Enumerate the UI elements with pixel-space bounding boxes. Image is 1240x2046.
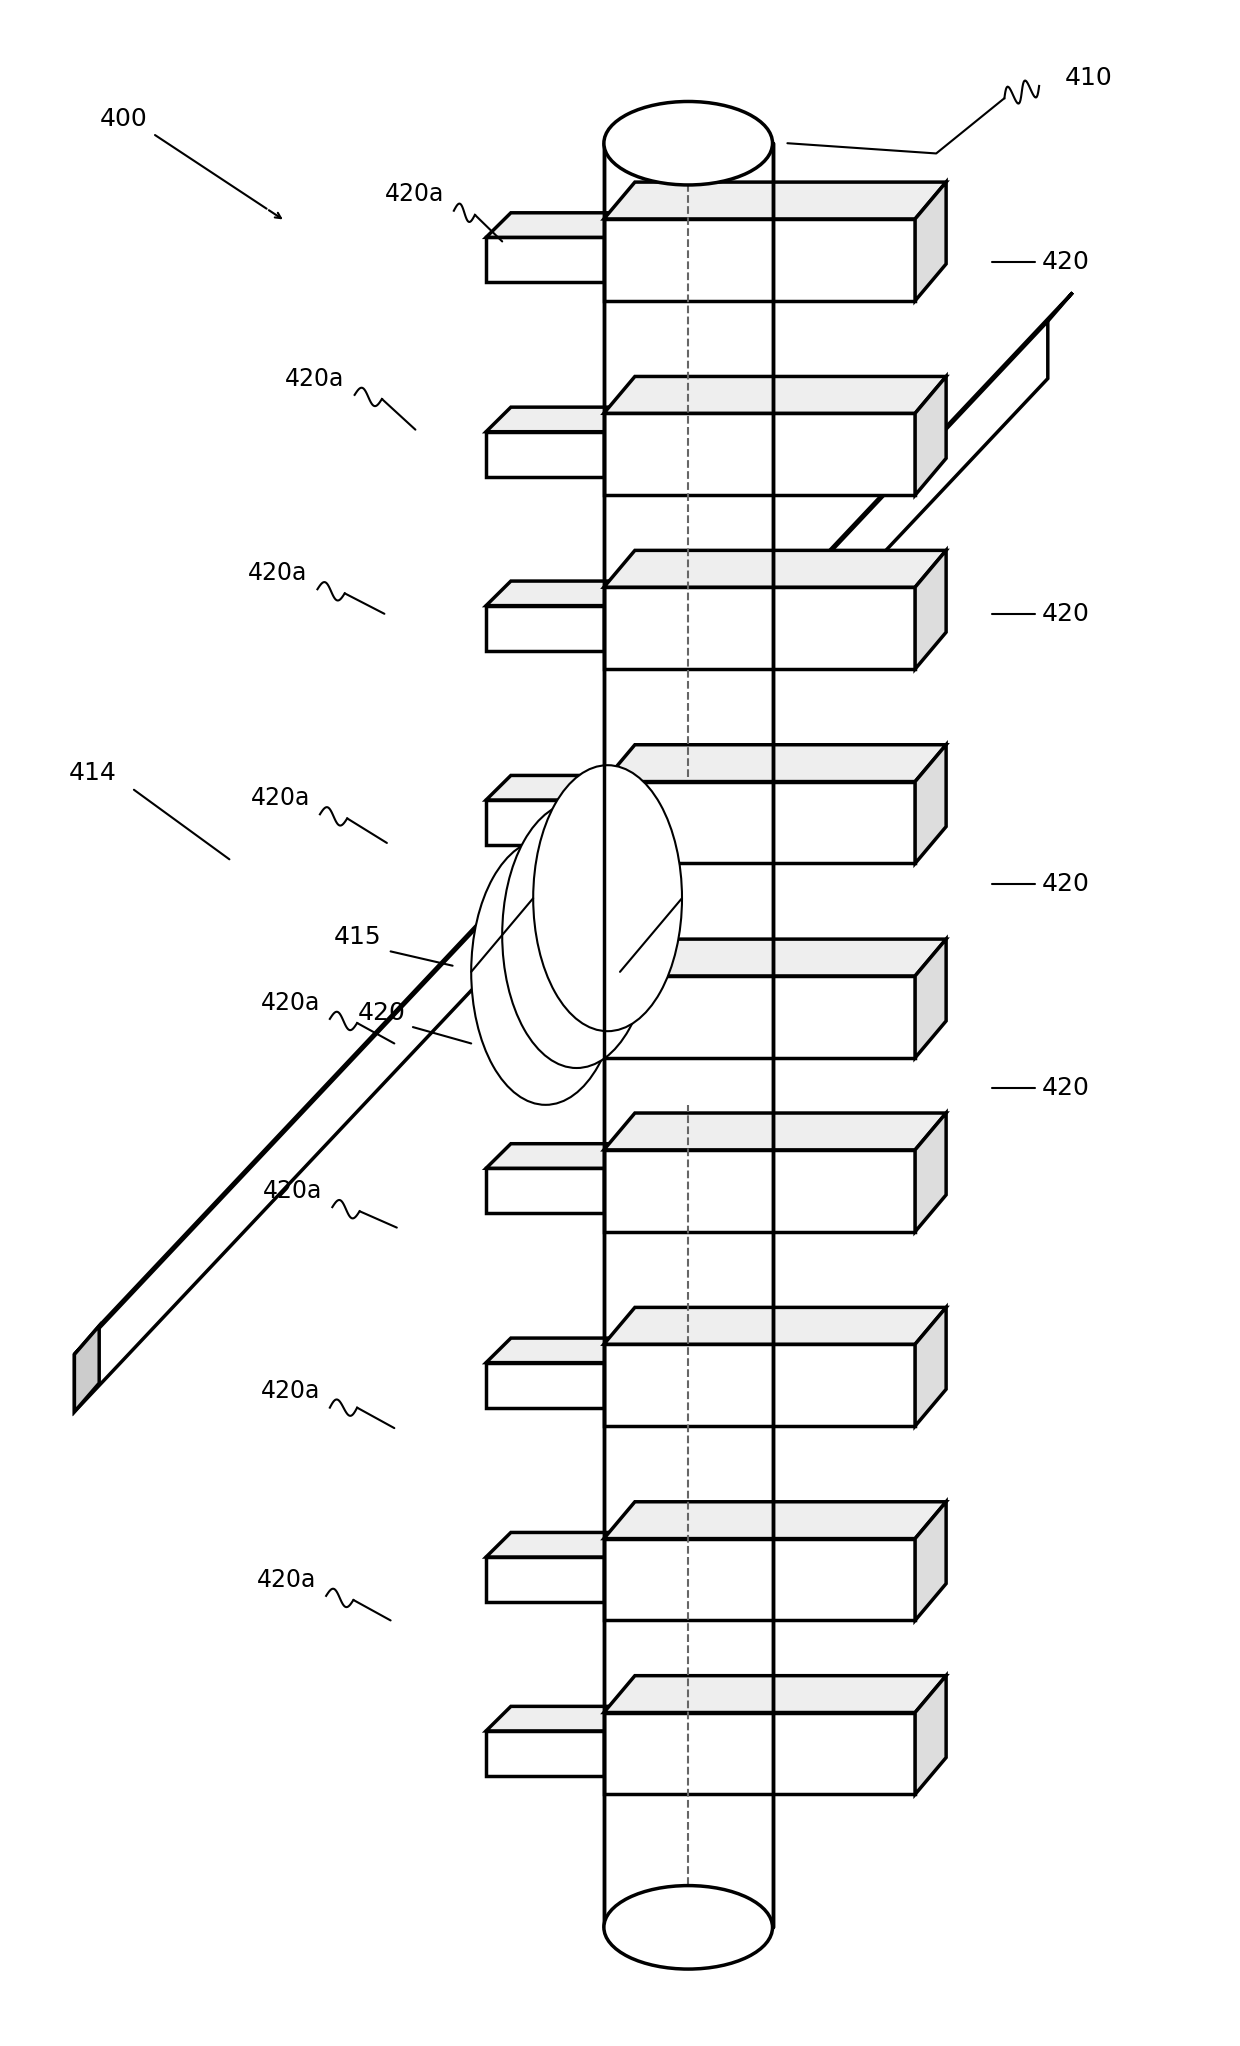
Ellipse shape [502, 802, 651, 1068]
Polygon shape [486, 1706, 629, 1731]
Polygon shape [604, 1307, 946, 1344]
Polygon shape [915, 1502, 946, 1620]
Polygon shape [604, 1676, 946, 1713]
Polygon shape [486, 970, 629, 994]
Text: 420a: 420a [257, 1567, 316, 1592]
Text: 420: 420 [1042, 1076, 1090, 1101]
Polygon shape [604, 143, 773, 1927]
Polygon shape [604, 976, 915, 1058]
Polygon shape [604, 550, 946, 587]
Polygon shape [486, 432, 604, 477]
Polygon shape [486, 1731, 604, 1776]
Text: 420: 420 [1042, 602, 1090, 626]
Text: 420a: 420a [248, 561, 308, 585]
Polygon shape [604, 1713, 915, 1794]
Text: 420a: 420a [260, 1379, 320, 1404]
Polygon shape [74, 1326, 99, 1412]
Text: 415: 415 [334, 925, 381, 949]
Polygon shape [604, 376, 946, 413]
Text: 420a: 420a [250, 786, 310, 810]
Polygon shape [74, 321, 1048, 1412]
Polygon shape [604, 1502, 946, 1539]
Polygon shape [915, 1307, 946, 1426]
Polygon shape [486, 1338, 629, 1363]
Text: 420a: 420a [285, 366, 345, 391]
Polygon shape [486, 775, 629, 800]
Polygon shape [604, 1113, 946, 1150]
Polygon shape [604, 1539, 915, 1620]
Polygon shape [486, 581, 629, 606]
Polygon shape [915, 550, 946, 669]
Polygon shape [604, 1344, 915, 1426]
Polygon shape [604, 587, 915, 669]
Polygon shape [486, 213, 629, 237]
Text: 420a: 420a [260, 990, 320, 1015]
Polygon shape [915, 1113, 946, 1232]
Text: 410: 410 [1065, 65, 1112, 90]
Polygon shape [604, 782, 915, 863]
Text: 420a: 420a [263, 1178, 322, 1203]
Polygon shape [915, 182, 946, 301]
Polygon shape [486, 1168, 604, 1213]
Polygon shape [486, 237, 604, 282]
Polygon shape [486, 1557, 604, 1602]
Text: 400: 400 [100, 106, 148, 131]
Polygon shape [486, 606, 604, 651]
Ellipse shape [604, 102, 773, 184]
Polygon shape [604, 413, 915, 495]
Text: 420a: 420a [384, 182, 444, 207]
Polygon shape [915, 376, 946, 495]
Polygon shape [486, 407, 629, 432]
Polygon shape [604, 1150, 915, 1232]
Ellipse shape [471, 839, 620, 1105]
Polygon shape [604, 182, 946, 219]
Polygon shape [486, 1532, 629, 1557]
Polygon shape [486, 800, 604, 845]
Ellipse shape [604, 1886, 773, 1968]
Polygon shape [604, 939, 946, 976]
Polygon shape [915, 745, 946, 863]
Text: 420: 420 [1042, 250, 1090, 274]
Polygon shape [74, 293, 1073, 1354]
Polygon shape [604, 745, 946, 782]
Polygon shape [486, 994, 604, 1039]
Ellipse shape [533, 765, 682, 1031]
Text: 420: 420 [358, 1000, 405, 1025]
Polygon shape [486, 1363, 604, 1408]
Polygon shape [604, 219, 915, 301]
Polygon shape [486, 1144, 629, 1168]
Text: 414: 414 [69, 761, 117, 786]
Polygon shape [915, 1676, 946, 1794]
Polygon shape [915, 939, 946, 1058]
Text: 420: 420 [1042, 872, 1090, 896]
